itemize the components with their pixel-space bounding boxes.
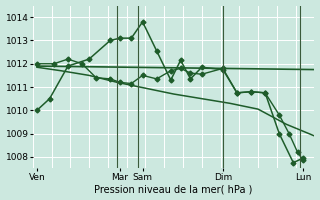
X-axis label: Pression niveau de la mer( hPa ): Pression niveau de la mer( hPa )	[94, 184, 253, 194]
